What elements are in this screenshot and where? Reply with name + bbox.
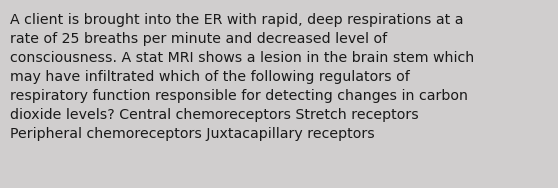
Text: A client is brought into the ER with rapid, deep respirations at a
rate of 25 br: A client is brought into the ER with rap… [10, 13, 474, 141]
